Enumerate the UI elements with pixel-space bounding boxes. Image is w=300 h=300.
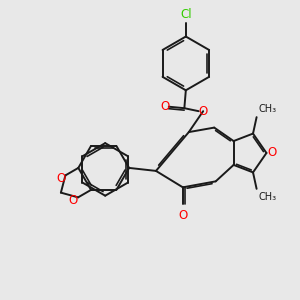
Text: O: O: [56, 172, 65, 184]
Text: O: O: [178, 209, 188, 222]
Text: O: O: [198, 105, 208, 118]
Text: CH₃: CH₃: [258, 192, 276, 203]
Text: O: O: [160, 100, 169, 113]
Text: CH₃: CH₃: [258, 103, 276, 114]
Text: O: O: [69, 194, 78, 207]
Text: O: O: [267, 146, 277, 160]
Text: Cl: Cl: [180, 8, 192, 21]
